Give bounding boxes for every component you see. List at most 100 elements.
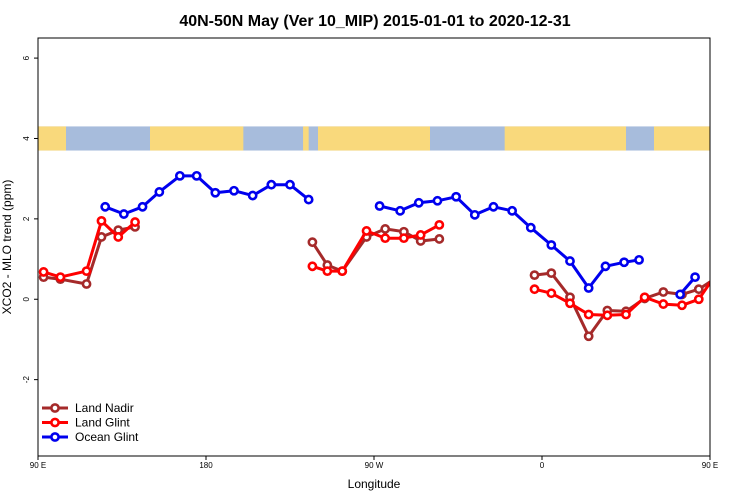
legend-item: Land Nadir [42,401,134,415]
series-land-glint [38,215,740,321]
data-point [693,294,704,305]
legend-swatch-point [50,432,60,442]
data-point [434,234,445,244]
data-point [583,283,594,293]
data-point [565,298,575,309]
map-land [318,126,430,151]
map-land [38,126,66,151]
data-point [307,261,318,272]
data-point [398,233,409,244]
data-point [565,256,575,266]
data-point [307,237,318,248]
data-point [247,190,258,201]
data-point [675,289,686,300]
data-point [96,215,107,226]
data-point [733,274,740,281]
legend-item: Land Glint [42,416,130,430]
series-line [104,174,310,216]
series-layer [38,170,740,342]
data-point [488,201,499,212]
y-tick-label: -2 [22,376,31,384]
data-point [303,194,314,205]
data-point [546,240,557,250]
x-tick-label: 90 E [30,461,46,470]
x-tick-label: 90 W [365,461,384,470]
world-map-strip [38,126,710,151]
legend-swatch-point [50,403,60,413]
x-tick-label: 0 [540,461,545,470]
data-point [529,284,540,295]
data-point [469,209,480,220]
data-point [639,292,650,303]
data-point [374,201,385,211]
series-line [534,271,710,338]
chart-title: 40N-50N May (Ver 10_MIP) 2015-01-01 to 2… [179,13,570,30]
y-axis-label: XCO2 - MLO trend (ppm) [0,180,14,315]
data-point [602,310,613,321]
series-line [534,280,710,317]
data-point [100,201,111,212]
data-point [191,170,202,181]
data-point [507,205,518,216]
data-point [432,195,443,206]
data-point [380,224,391,234]
data-point [266,179,277,190]
data-point [546,268,557,279]
data-point [154,187,165,197]
y-tick-label: 4 [22,136,31,141]
data-point [38,267,49,277]
data-point [658,287,669,297]
legend-item: Ocean Glint [42,430,139,444]
data-point [137,201,148,212]
y-tick-label: 0 [22,296,31,301]
x-tick-label: 180 [199,461,213,470]
plot-frame [37,37,711,457]
data-point [118,209,129,219]
y-axis: -2 0 2 4 6 [22,55,38,383]
series-land-nadir [38,222,740,342]
data-point [619,257,630,268]
legend-swatch-point [50,417,60,428]
data-point [451,191,462,202]
data-point [600,261,611,272]
map-land [150,126,244,151]
x-tick-label: 90 E [702,461,718,470]
data-point [229,185,239,196]
data-point [546,288,557,299]
data-point [81,279,92,289]
data-point [415,230,426,240]
data-point [322,266,333,277]
data-point [621,309,631,320]
data-point [525,222,536,233]
data-point [714,268,721,275]
data-point [714,274,721,281]
data-point [210,187,221,198]
data-point [337,266,348,277]
data-point [285,179,295,190]
map-land [654,126,710,151]
map-land [504,126,626,151]
data-point [55,272,66,283]
data-point [693,284,704,295]
data-point [380,233,391,244]
y-tick-label: 6 [22,55,31,60]
data-point [529,270,540,281]
x-axis: 90 E 180 90 W 0 90 E [30,456,718,470]
data-point [81,266,92,277]
data-point [733,275,740,282]
data-point [677,300,687,311]
data-point [361,226,372,236]
data-point [113,232,124,242]
data-point [413,197,424,208]
data-point [434,219,445,230]
data-point [130,217,140,227]
y-tick-label: 2 [22,216,31,221]
data-point [395,205,406,216]
legend-label: Land Nadir [75,401,134,415]
data-point [583,309,594,320]
legend-label: Land Glint [75,416,130,430]
data-point [583,331,594,342]
data-point [634,254,644,265]
series-ocean-glint [100,170,700,300]
